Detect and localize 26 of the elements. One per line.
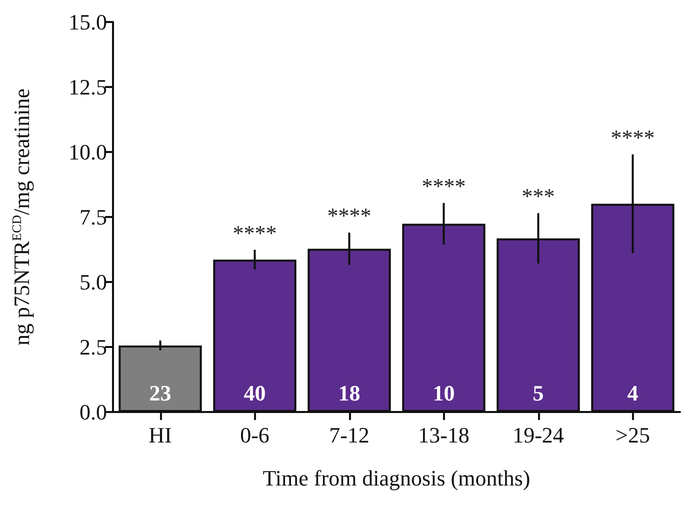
- x-tick-label: 13-18: [418, 422, 470, 448]
- annotation: 4: [627, 380, 638, 406]
- x-tick-label: >25: [616, 422, 650, 448]
- annotation: ****: [610, 124, 655, 150]
- annotation: 23: [149, 380, 172, 406]
- y-tick-label: 12.5: [68, 74, 107, 100]
- x-tick-label: 7-12: [329, 422, 370, 448]
- y-axis-title: ng p75NTRECD/mg creatinine: [9, 88, 34, 346]
- annotation: 18: [338, 380, 360, 406]
- y-tick-label: 2.5: [80, 334, 107, 360]
- y-tick-label: 5.0: [80, 270, 107, 294]
- x-tick-label: 0-6: [240, 422, 270, 448]
- annotation: 5: [532, 380, 544, 406]
- annotation: ****: [422, 173, 466, 198]
- annotation: 40: [244, 380, 266, 406]
- annotation: ***: [522, 184, 555, 209]
- y-tick-label: 10.0: [68, 140, 107, 164]
- annotation: 10: [432, 380, 455, 406]
- annotation: ****: [232, 220, 277, 246]
- y-tick-label: 7.5: [80, 204, 107, 230]
- annotation: ****: [327, 203, 372, 228]
- x-axis-title: Time from diagnosis (months): [262, 466, 530, 490]
- y-tick-label: 15.0: [68, 10, 107, 34]
- y-tick-label: 0.0: [80, 400, 107, 424]
- x-tick-label: HI: [148, 422, 172, 448]
- x-tick-label: 19-24: [512, 422, 564, 448]
